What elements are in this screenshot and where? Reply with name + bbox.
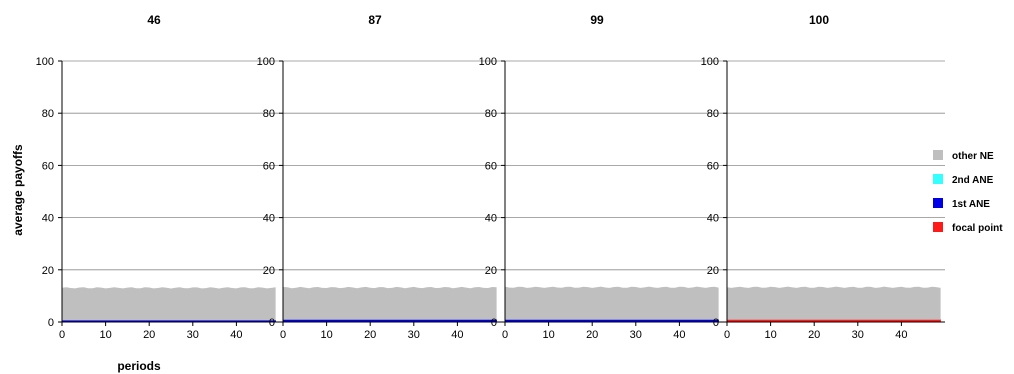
y-tick-label: 100 — [701, 56, 719, 68]
panel-title: 87 — [368, 13, 382, 27]
y-tick-label: 100 — [479, 56, 497, 68]
legend-swatch — [933, 222, 943, 232]
x-tick-label: 20 — [586, 329, 598, 341]
legend-label: other NE — [952, 151, 994, 162]
y-tick-label: 0 — [713, 317, 719, 329]
y-tick-label: 20 — [263, 265, 275, 277]
y-tick-label: 60 — [42, 160, 54, 172]
y-tick-label: 80 — [42, 108, 54, 120]
y-tick-label: 20 — [485, 265, 497, 277]
x-tick-label: 10 — [542, 329, 554, 341]
panel-87: 87 0 20 40 60 80 100 0 10 20 30 40 — [257, 13, 501, 341]
legend-label: 2nd ANE — [952, 175, 994, 186]
y-tick-label: 40 — [707, 213, 719, 225]
x-tick-label: 40 — [451, 329, 463, 341]
legend: other NE 2nd ANE 1st ANE focal point — [933, 150, 1003, 234]
y-tick-label: 40 — [485, 213, 497, 225]
x-tick-label: 20 — [143, 329, 155, 341]
x-tick-label: 40 — [895, 329, 907, 341]
x-tick-label: 30 — [187, 329, 199, 341]
y-tick-label: 60 — [485, 160, 497, 172]
y-tick-label: 80 — [263, 108, 275, 120]
legend-label: 1st ANE — [952, 199, 990, 210]
area-other-ne — [505, 286, 719, 320]
panel-99: 99 0 20 40 60 80 100 0 10 20 30 40 — [479, 13, 723, 341]
x-tick-label: 20 — [364, 329, 376, 341]
legend-swatch — [933, 198, 943, 208]
x-tick-label: 40 — [230, 329, 242, 341]
y-tick-label: 60 — [707, 160, 719, 172]
x-tick-label: 0 — [724, 329, 730, 341]
x-tick-label: 10 — [320, 329, 332, 341]
x-tick-label: 0 — [59, 329, 65, 341]
x-tick-label: 30 — [408, 329, 420, 341]
x-tick-label: 0 — [280, 329, 286, 341]
y-tick-label: 80 — [707, 108, 719, 120]
x-tick-label: 30 — [630, 329, 642, 341]
y-tick-label: 100 — [36, 56, 54, 68]
x-tick-label: 20 — [808, 329, 820, 341]
legend-swatch — [933, 174, 943, 184]
legend-label: focal point — [952, 223, 1003, 234]
y-tick-label: 0 — [269, 317, 275, 329]
x-axis-title: periods — [117, 359, 161, 373]
panel-46: 46 0 20 40 60 80 100 0 10 20 30 40 — [36, 13, 280, 341]
y-axis-title: average payoffs — [11, 144, 25, 236]
x-tick-label: 10 — [99, 329, 111, 341]
panel-title: 99 — [590, 13, 604, 27]
area-other-ne — [283, 286, 497, 320]
y-tick-label: 100 — [257, 56, 275, 68]
panel-title: 100 — [809, 13, 829, 27]
area-other-ne — [62, 287, 276, 321]
area-other-ne — [727, 286, 941, 320]
y-tick-label: 20 — [707, 265, 719, 277]
y-tick-label: 0 — [48, 317, 54, 329]
y-tick-label: 80 — [485, 108, 497, 120]
x-tick-label: 0 — [502, 329, 508, 341]
legend-swatch — [933, 150, 943, 160]
x-tick-label: 30 — [852, 329, 864, 341]
x-tick-label: 10 — [764, 329, 776, 341]
y-tick-label: 60 — [263, 160, 275, 172]
y-tick-label: 40 — [263, 213, 275, 225]
panel-title: 46 — [147, 13, 161, 27]
panel-100: 100 0 20 40 60 80 100 0 10 20 30 40 — [701, 13, 945, 341]
y-tick-label: 0 — [491, 317, 497, 329]
x-tick-label: 40 — [673, 329, 685, 341]
y-tick-label: 20 — [42, 265, 54, 277]
y-tick-label: 40 — [42, 213, 54, 225]
